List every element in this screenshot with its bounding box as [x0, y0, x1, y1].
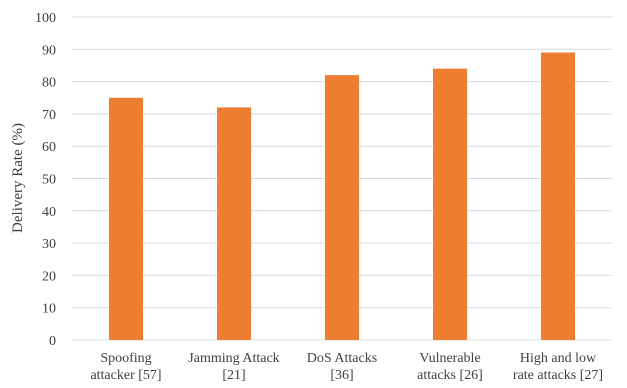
y-tick-label: 30 — [42, 237, 56, 252]
y-tick-label: 0 — [49, 334, 56, 349]
bars — [109, 52, 575, 341]
y-tick-label: 80 — [42, 76, 56, 91]
x-category-label-line: Vulnerable — [419, 351, 480, 366]
x-category-label-line: attacker [57] — [90, 368, 161, 383]
y-tick-label: 20 — [42, 269, 56, 284]
x-category-label-line: Spoofing — [100, 351, 151, 366]
bar — [109, 97, 143, 340]
x-category-label-line: [36] — [330, 368, 353, 383]
x-category-label-line: rate attacks [27] — [513, 368, 603, 383]
y-tick-label: 100 — [35, 11, 56, 26]
x-category-label-line: High and low — [520, 351, 597, 366]
x-axis-labels: Spoofing attacker [57] Jamming Attack [21] D… — [90, 351, 603, 383]
y-tick-label: 70 — [42, 108, 56, 123]
bar — [325, 75, 359, 340]
x-category-label-line: attacks [26] — [417, 368, 483, 383]
bar — [217, 107, 251, 340]
y-tick-label: 90 — [42, 43, 56, 58]
bar — [541, 52, 575, 340]
x-category-label-line: [21] — [222, 368, 245, 383]
x-category-label-line: Jamming Attack — [188, 351, 279, 366]
x-category-label: High and low rate attacks [27] — [513, 351, 603, 383]
x-category-label: Spoofing attacker [57] — [90, 351, 161, 383]
x-category-label: Jamming Attack [21] — [188, 351, 279, 383]
x-category-label: DoS Attacks [36] — [307, 351, 377, 383]
y-tick-label: 40 — [42, 205, 56, 220]
x-category-label-line: DoS Attacks — [307, 351, 377, 366]
y-axis-ticks: 0 10 20 30 40 50 60 70 80 90 100 — [35, 11, 56, 349]
y-tick-label: 10 — [42, 302, 56, 317]
x-category-label: Vulnerable attacks [26] — [417, 351, 483, 383]
bar — [433, 68, 467, 341]
y-axis-title: Delivery Rate (%) — [10, 123, 26, 233]
y-tick-label: 60 — [42, 140, 56, 155]
y-tick-label: 50 — [42, 173, 56, 188]
